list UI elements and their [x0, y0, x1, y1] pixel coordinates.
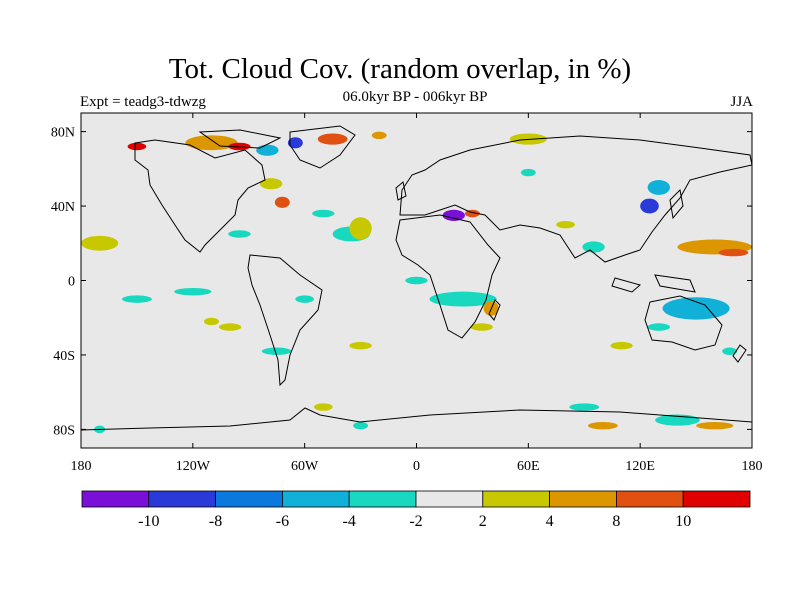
- australia-coast: [644, 295, 723, 351]
- anomaly-patch: [174, 287, 212, 296]
- anomaly-patch: [610, 341, 633, 350]
- anomaly-patch: [569, 403, 600, 411]
- coastlines: [81, 125, 752, 431]
- anomaly-patch: [295, 295, 314, 303]
- chart-subtitle: 06.0kyr BP - 006kyr BP: [342, 89, 488, 105]
- anomaly-patch: [218, 323, 242, 331]
- north-america-coast: [134, 139, 266, 253]
- anomaly-patch: [127, 142, 147, 151]
- x-tick-label: 120W: [176, 459, 211, 474]
- anomaly-layer: [81, 131, 752, 434]
- anomaly-patch: [317, 133, 348, 145]
- x-tick-label: 180: [71, 459, 92, 474]
- colorbar-swatch: [415, 490, 484, 508]
- chart-title: Tot. Cloud Cov. (random overlap, in %): [168, 53, 632, 85]
- madagascar-coast: [488, 299, 501, 321]
- colorbar: -10 -8 -6 -4 -2 2 4 8 10: [81, 490, 751, 530]
- anomaly-patch: [470, 323, 493, 331]
- anomaly-patch: [256, 144, 279, 156]
- uk-coast: [395, 181, 407, 201]
- anomaly-patch: [647, 180, 670, 195]
- colorbar-label: 8: [612, 513, 620, 530]
- arctic-islands-coast: [198, 129, 282, 149]
- colorbar-swatch: [215, 490, 283, 508]
- anomaly-patch: [640, 198, 659, 214]
- x-tick-label: 60E: [517, 459, 540, 474]
- eurasia-coast: [399, 135, 752, 263]
- anomaly-patch: [349, 341, 372, 350]
- anomaly-patch: [81, 235, 119, 251]
- anomaly-patch: [259, 178, 283, 190]
- y-tick-label: 40N: [51, 200, 75, 215]
- colorbar-label: 4: [546, 513, 554, 530]
- anomaly-patch: [722, 347, 738, 355]
- anomaly-patch: [122, 295, 152, 303]
- anomaly-patch: [371, 131, 387, 140]
- anomaly-patch: [261, 347, 292, 355]
- anomaly-patch: [587, 421, 618, 430]
- colorbar-swatch: [616, 490, 684, 508]
- colorbar-label: -2: [409, 513, 422, 530]
- colorbar-swatch: [682, 490, 751, 508]
- y-tick-label: 80N: [51, 126, 75, 141]
- new-guinea-coast: [654, 274, 696, 293]
- y-tick-label: 40S: [53, 349, 75, 364]
- africa-coast: [395, 214, 501, 339]
- colorbar-swatch: [148, 490, 217, 508]
- anomaly-patch: [313, 403, 333, 411]
- greenland-coast: [289, 125, 356, 169]
- anomaly-patch: [429, 291, 497, 307]
- y-tick-label: 80S: [53, 423, 75, 438]
- anomaly-patch: [353, 421, 369, 430]
- experiment-label: Expt = teadg3-tdwzg: [80, 94, 206, 110]
- antarctica-coast: [81, 407, 752, 431]
- colorbar-label: 10: [675, 513, 691, 530]
- anomaly-patch: [556, 220, 575, 229]
- anomaly-patch: [582, 241, 605, 253]
- colorbar-swatch: [281, 490, 350, 508]
- season-label: JJA: [730, 94, 753, 110]
- x-tick-label: 120E: [625, 459, 655, 474]
- colorbar-swatch: [348, 490, 417, 508]
- anomaly-patch: [718, 248, 749, 257]
- new-zealand-coast: [732, 344, 747, 363]
- anomaly-patch: [274, 196, 290, 208]
- anomaly-patch: [520, 168, 536, 177]
- x-tick-label: 180: [742, 459, 763, 474]
- colorbar-swatch: [81, 490, 150, 508]
- x-axis: 180 120W 60W 0 60E 120E 180: [71, 113, 763, 474]
- x-tick-label: 0: [413, 459, 420, 474]
- x-tick-label: 60W: [291, 459, 319, 474]
- anomaly-patch: [204, 317, 219, 326]
- colorbar-label: -8: [209, 513, 222, 530]
- colorbar-label: -6: [276, 513, 289, 530]
- anomaly-patch: [405, 276, 428, 285]
- colorbar-label: 2: [479, 513, 487, 530]
- anomaly-patch: [312, 209, 335, 218]
- y-axis: 80N 40N 0 40S 80S: [51, 126, 752, 438]
- anomaly-patch: [696, 421, 734, 430]
- colorbar-label: -10: [138, 513, 159, 530]
- colorbar-label: -4: [343, 513, 356, 530]
- anomaly-patch: [442, 209, 465, 221]
- anomaly-patch: [228, 230, 251, 238]
- indonesia-coast: [611, 277, 642, 293]
- anomaly-patch: [349, 217, 372, 240]
- south-america-coast: [247, 254, 323, 387]
- japan-coast: [669, 188, 684, 220]
- anomaly-patch: [647, 323, 670, 331]
- colorbar-swatch: [549, 490, 617, 508]
- anomaly-patch: [287, 137, 303, 149]
- colorbar-swatch: [482, 490, 550, 508]
- anomaly-patch: [662, 297, 730, 320]
- y-tick-label: 0: [68, 275, 75, 290]
